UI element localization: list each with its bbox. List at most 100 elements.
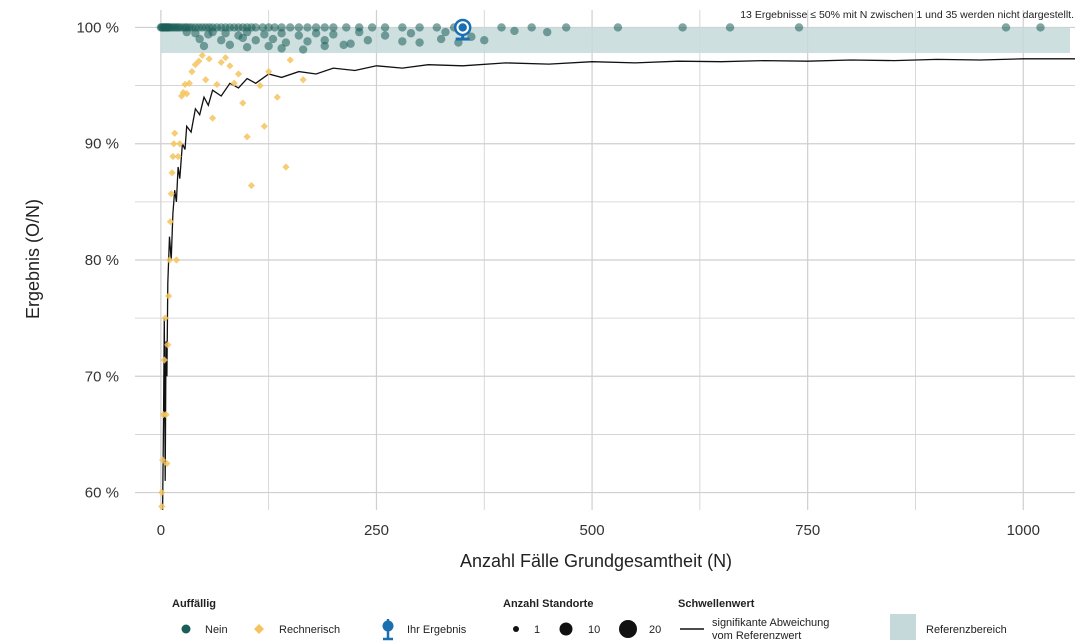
point-nein: [281, 38, 291, 47]
point-nein: [363, 36, 373, 45]
point-nein: [329, 23, 338, 32]
legend-schwellenwert-title: Schwellenwert: [678, 598, 755, 610]
point-nein: [264, 41, 273, 51]
point-nein: [339, 40, 348, 50]
point-nein: [329, 30, 338, 39]
legend-size-10-label: 10: [588, 624, 600, 636]
legend-size-1-label: 1: [534, 624, 540, 636]
data-points: [156, 18, 1045, 511]
legend-reference-swatch: [890, 614, 916, 640]
point-nein: [217, 36, 226, 45]
point-rechnerisch: [161, 314, 169, 322]
y-tick-label: 100 %: [76, 19, 119, 36]
point-rechnerisch: [168, 169, 176, 177]
y-tick-label: 60 %: [85, 485, 119, 502]
point-nein: [277, 44, 286, 53]
point-nein: [346, 39, 355, 48]
point-rechnerisch: [172, 256, 180, 264]
point-nein: [242, 27, 252, 37]
point-nein: [303, 37, 312, 46]
legend-size-20-marker: [619, 620, 637, 638]
legend-size-10-marker: [559, 622, 573, 636]
point-rechnerisch: [282, 163, 290, 171]
point-rechnerisch: [230, 79, 238, 87]
point-rechnerisch: [165, 256, 174, 264]
legend-threshold-label-2: vom Referenzwert: [712, 630, 801, 642]
point-rechnerisch: [174, 152, 182, 161]
point-rechnerisch: [221, 54, 230, 62]
point-nein: [191, 29, 200, 38]
point-rechnerisch: [185, 79, 193, 87]
x-tick-label: 1000: [1007, 522, 1040, 539]
point-nein: [208, 27, 217, 37]
chart-note: 13 Ergebnisse ≤ 50% mit N zwischen 1 und…: [740, 9, 1074, 21]
point-nein: [398, 23, 407, 32]
point-rechnerisch: [243, 133, 251, 141]
point-nein: [398, 37, 407, 46]
legend-standorte-title: Anzahl Standorte: [503, 598, 593, 610]
legend-ihr-ergebnis-marker: [382, 619, 394, 641]
legend-rechnerisch-marker: [254, 624, 264, 634]
point-nein: [264, 23, 273, 32]
point-nein: [342, 23, 351, 32]
x-tick-label: 500: [580, 522, 605, 539]
point-nein: [303, 23, 312, 32]
y-axis-title: Ergebnis (O/N): [23, 199, 43, 319]
point-nein: [725, 23, 735, 32]
legend-size-20-label: 20: [649, 624, 661, 636]
y-tick-label: 70 %: [85, 368, 119, 385]
point-nein: [527, 23, 536, 32]
point-nein: [270, 23, 279, 32]
point-rechnerisch: [286, 56, 294, 64]
point-nein: [678, 23, 687, 32]
point-nein: [510, 26, 519, 36]
point-rechnerisch: [171, 129, 179, 137]
point-rechnerisch: [234, 70, 243, 78]
ihr-ergebnis-point: [458, 23, 467, 32]
point-rechnerisch: [226, 62, 234, 70]
point-rechnerisch: [239, 99, 247, 107]
point-nein: [355, 27, 364, 37]
point-rechnerisch: [166, 218, 174, 226]
legend-nein-marker: [181, 624, 191, 634]
point-rechnerisch: [158, 488, 166, 497]
point-rechnerisch: [202, 76, 210, 84]
point-rechnerisch: [158, 502, 166, 511]
point-rechnerisch: [213, 80, 221, 89]
point-nein: [311, 23, 321, 32]
point-nein: [1001, 23, 1011, 32]
point-rechnerisch: [247, 181, 256, 190]
point-rechnerisch: [198, 51, 206, 59]
point-rechnerisch: [162, 411, 170, 419]
point-rechnerisch: [158, 456, 167, 464]
point-rechnerisch: [299, 76, 307, 84]
point-nein: [199, 41, 209, 51]
point-nein: [221, 29, 230, 38]
point-nein: [277, 29, 286, 38]
x-axis-title: Anzahl Fälle Grundgesamtheit (N): [460, 551, 732, 571]
point-nein: [436, 34, 446, 44]
point-nein: [480, 36, 489, 45]
point-nein: [497, 23, 506, 32]
point-nein: [294, 31, 304, 40]
point-nein: [195, 34, 204, 44]
point-rechnerisch: [265, 68, 273, 76]
point-rechnerisch: [164, 341, 172, 349]
point-nein: [441, 27, 450, 37]
point-nein: [415, 23, 424, 32]
point-nein: [286, 23, 295, 32]
grid: [135, 10, 1075, 510]
x-tick-label: 750: [795, 522, 820, 539]
point-nein: [794, 23, 804, 32]
point-rechnerisch: [205, 55, 213, 63]
point-rechnerisch: [183, 90, 191, 98]
legend-rechnerisch-label: Rechnerisch: [279, 624, 340, 636]
point-rechnerisch: [195, 57, 203, 65]
point-nein: [251, 36, 260, 45]
point-nein: [380, 31, 390, 40]
point-nein: [1036, 23, 1045, 32]
point-nein: [320, 36, 329, 45]
point-nein: [238, 33, 247, 43]
point-nein: [561, 23, 571, 32]
